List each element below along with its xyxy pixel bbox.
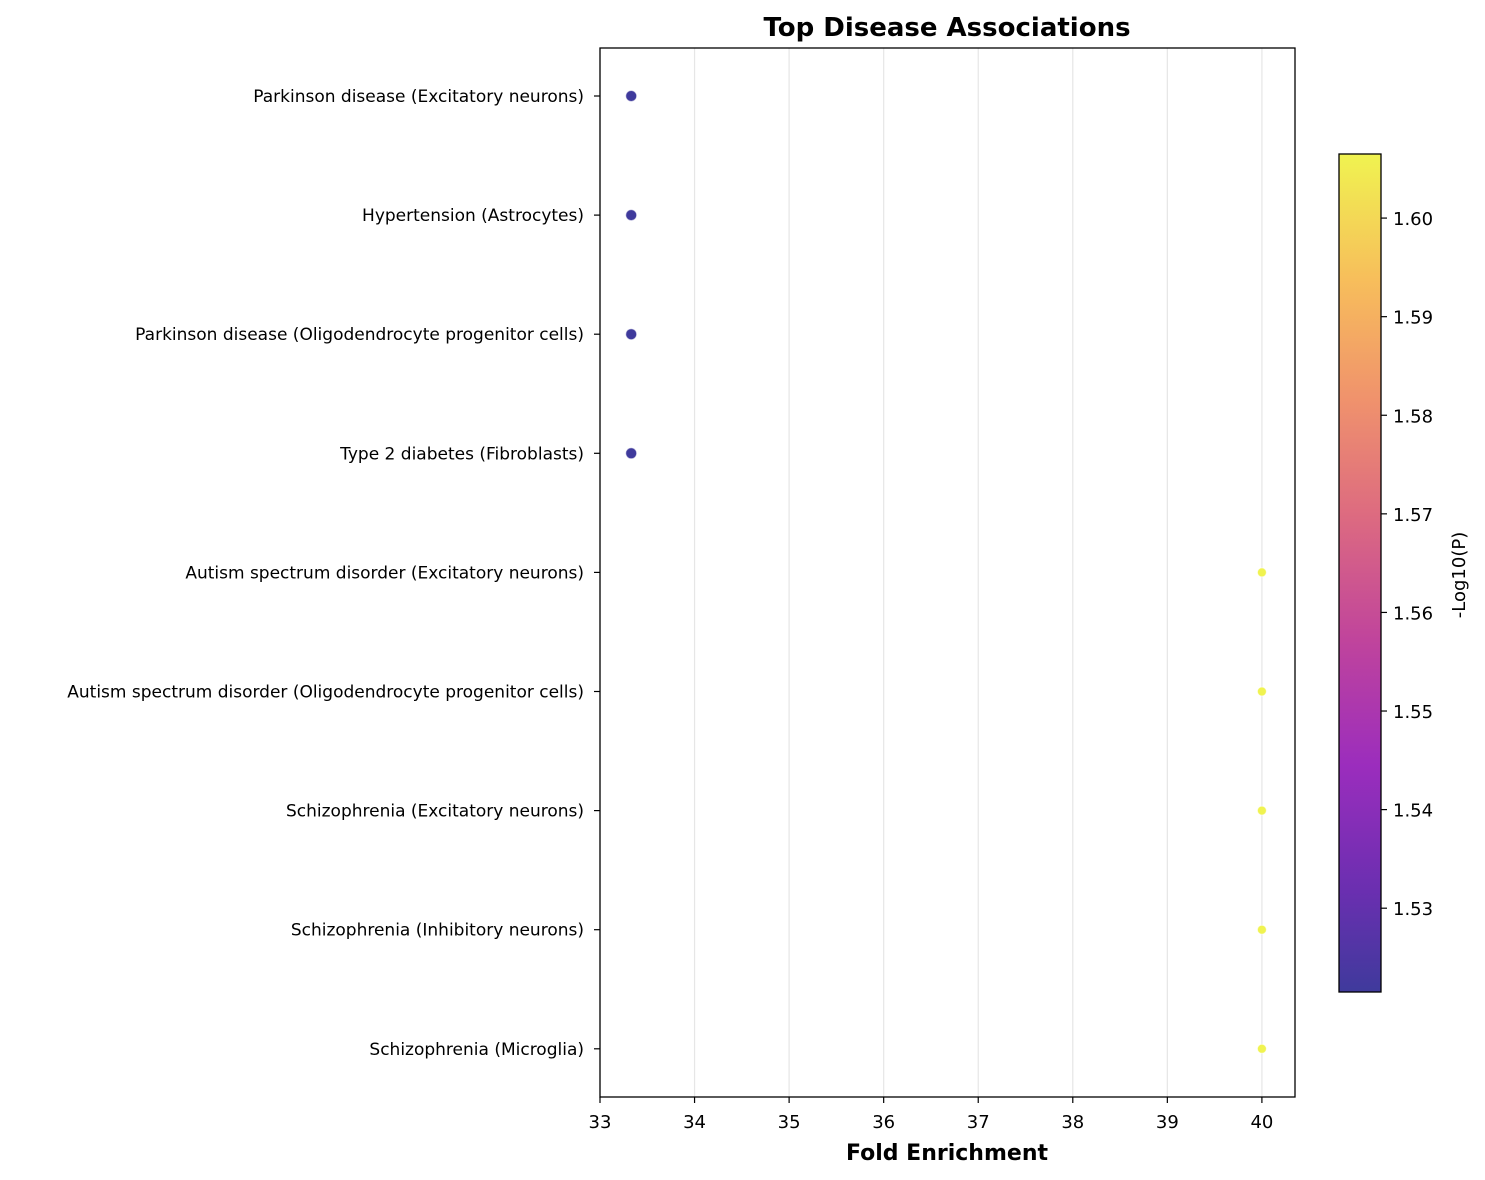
data-point bbox=[1256, 805, 1267, 816]
colorbar-tick-label: 1.59 bbox=[1393, 308, 1433, 329]
y-category-label: Autism spectrum disorder (Oligodendrocyt… bbox=[67, 683, 584, 703]
data-points bbox=[625, 90, 1267, 1054]
data-point bbox=[1256, 686, 1267, 697]
y-category-label: Parkinson disease (Excitatory neurons) bbox=[253, 87, 584, 107]
colorbar-tick-label: 1.54 bbox=[1393, 801, 1433, 822]
data-point bbox=[625, 90, 638, 102]
x-tick-label: 40 bbox=[1250, 1112, 1273, 1133]
x-tick-label: 35 bbox=[778, 1112, 801, 1133]
colorbar-tick-label: 1.58 bbox=[1393, 406, 1433, 427]
plot-frame bbox=[599, 47, 1296, 1098]
y-category-label: Schizophrenia (Microglia) bbox=[369, 1040, 584, 1060]
x-tick-label: 37 bbox=[967, 1112, 990, 1133]
x-gridlines bbox=[599, 48, 1263, 1097]
x-tick-label: 36 bbox=[872, 1112, 895, 1133]
y-category-label: Type 2 diabetes (Fibroblasts) bbox=[339, 444, 584, 464]
y-axis-ticks: Parkinson disease (Excitatory neurons) Hy… bbox=[67, 87, 600, 1060]
x-tick-label: 39 bbox=[1156, 1112, 1179, 1133]
y-category-label: Autism spectrum disorder (Excitatory neu… bbox=[185, 563, 584, 583]
x-tick-label: 34 bbox=[683, 1112, 706, 1133]
x-axis-title: Fold Enrichment bbox=[846, 1141, 1048, 1166]
y-category-label: Schizophrenia (Inhibitory neurons) bbox=[291, 921, 584, 941]
colorbar-label: -Log10(P) bbox=[1449, 532, 1470, 618]
data-point bbox=[1256, 567, 1267, 578]
colorbar-ticks: 1.53 1.54 1.55 1.56 1.57 1.58 1.59 1.60 bbox=[1381, 209, 1433, 920]
data-point bbox=[1256, 1043, 1267, 1054]
y-category-label: Hypertension (Astrocytes) bbox=[362, 206, 584, 226]
y-category-label: Schizophrenia (Excitatory neurons) bbox=[286, 802, 584, 822]
colorbar-tick-label: 1.53 bbox=[1393, 899, 1433, 920]
data-point bbox=[625, 209, 638, 222]
x-tick-label: 33 bbox=[589, 1112, 612, 1133]
colorbar bbox=[1338, 153, 1382, 993]
colorbar-tick-label: 1.56 bbox=[1393, 603, 1433, 624]
colorbar-tick-label: 1.55 bbox=[1393, 702, 1433, 723]
data-point bbox=[625, 328, 638, 341]
data-point bbox=[625, 447, 638, 460]
chart-title: Top Disease Associations bbox=[763, 13, 1130, 43]
y-category-label: Parkinson disease (Oligodendrocyte proge… bbox=[135, 325, 584, 345]
x-axis-ticks: 33 34 35 36 37 38 39 40 bbox=[589, 1097, 1273, 1133]
data-point bbox=[1256, 924, 1267, 935]
colorbar-tick-label: 1.57 bbox=[1393, 505, 1433, 526]
x-tick-label: 38 bbox=[1061, 1112, 1084, 1133]
colorbar-tick-label: 1.60 bbox=[1393, 209, 1433, 230]
